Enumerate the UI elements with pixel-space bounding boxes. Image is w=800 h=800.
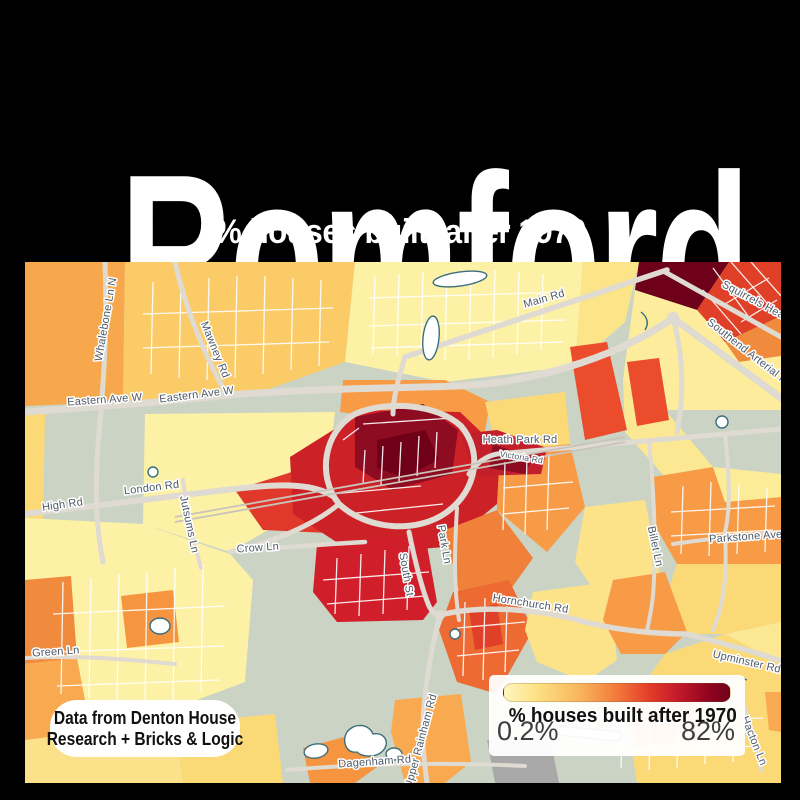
choropleth-map: Whalebone Ln N Mawney Rd Eastern Ave W E…	[25, 262, 781, 783]
road	[93, 262, 109, 565]
pond	[385, 747, 403, 761]
legend-min-value: 0.2%	[497, 716, 559, 746]
road	[645, 438, 657, 632]
attribution-line-2: Research + Bricks & Logic	[46, 727, 244, 749]
map-legend: % houses built after 1970 0.2% 82%	[489, 675, 745, 756]
pond	[343, 724, 387, 757]
attribution-text: Data from Denton House Research + Bricks…	[46, 706, 244, 749]
attribution-pill: Data from Denton House Research + Bricks…	[47, 700, 243, 757]
road-label-crow-ln: Crow Ln	[236, 541, 279, 556]
attribution-line-1: Data from Denton House	[53, 706, 237, 728]
stream	[640, 311, 648, 331]
road	[181, 478, 203, 570]
road	[285, 761, 527, 772]
road-junction	[667, 312, 679, 324]
road	[172, 262, 230, 398]
pond	[422, 315, 440, 361]
road	[466, 426, 781, 477]
road	[25, 314, 677, 416]
road-label-heath-park-rd: Heath Park Rd	[483, 434, 558, 446]
legend-max-value: 82%	[680, 716, 735, 746]
road-label-green-ln: Green Ln	[32, 644, 80, 659]
railway-layer	[174, 436, 626, 523]
pond	[303, 743, 329, 759]
legend-title: % houses built after 1970	[508, 705, 737, 727]
legend-labels: % houses built after 1970 0.2% 82%	[497, 702, 737, 754]
road-layer	[25, 262, 781, 783]
legend-gradient-bar	[503, 683, 731, 702]
page-subtitle: % houses built after 1970	[213, 213, 587, 251]
road	[670, 315, 685, 435]
road	[227, 539, 368, 555]
road	[402, 267, 670, 360]
pond	[432, 270, 488, 288]
pond	[449, 628, 461, 640]
map-canvas: Whalebone Ln N Mawney Rd Eastern Ave W E…	[25, 262, 781, 783]
pond	[715, 415, 729, 429]
road	[662, 269, 781, 340]
road	[323, 402, 478, 530]
road-junction	[435, 610, 445, 620]
road	[25, 482, 336, 517]
road	[437, 606, 781, 664]
road	[453, 506, 461, 622]
road	[711, 432, 731, 632]
road	[671, 530, 781, 546]
pond	[147, 466, 159, 478]
road	[25, 654, 177, 666]
road	[227, 501, 342, 555]
road-junction	[223, 391, 231, 399]
road	[669, 314, 781, 402]
pond	[149, 617, 171, 635]
road	[390, 354, 408, 417]
